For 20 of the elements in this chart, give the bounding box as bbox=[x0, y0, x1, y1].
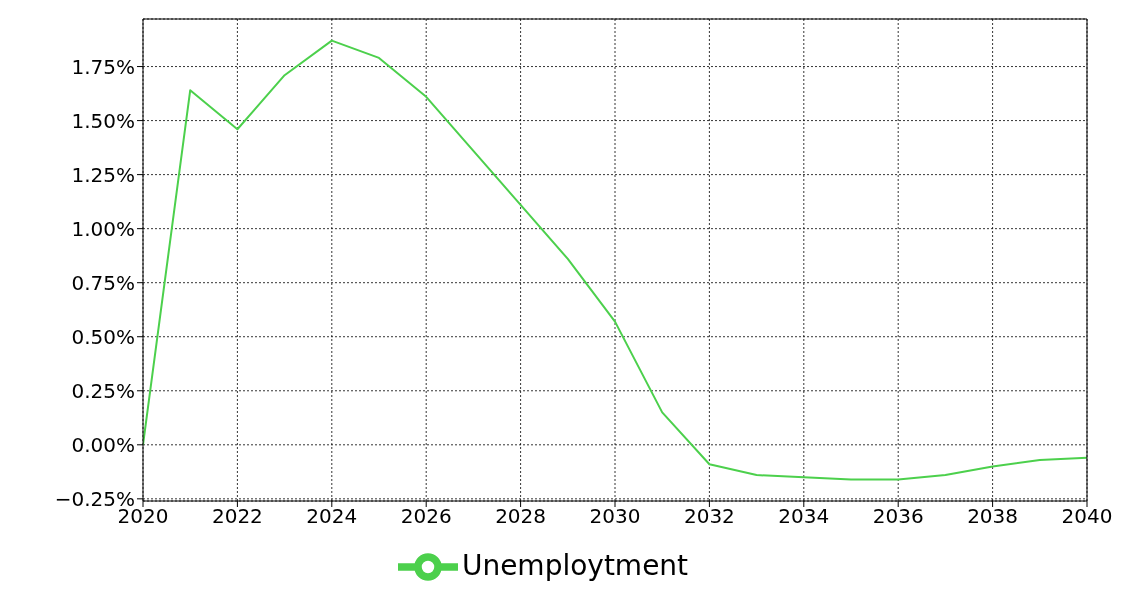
x-tick-label: 2030 bbox=[589, 504, 641, 529]
x-tick-label: 2038 bbox=[967, 504, 1019, 529]
x-tick-label: 2024 bbox=[306, 504, 358, 529]
legend-label: Unemploytment bbox=[461, 549, 689, 582]
y-tick-label: 0.25% bbox=[71, 378, 135, 403]
y-tick-label: 0.00% bbox=[71, 432, 135, 457]
y-tick-label: 1.25% bbox=[71, 162, 135, 187]
x-tick-label: 2032 bbox=[683, 504, 735, 529]
y-tick-label: 0.50% bbox=[71, 324, 135, 349]
x-tick-label: 2022 bbox=[211, 504, 263, 529]
x-tick-label: 2028 bbox=[495, 504, 547, 529]
y-tick-label: 1.00% bbox=[71, 216, 135, 241]
x-tick-label: 2040 bbox=[1061, 504, 1113, 529]
x-tick-label: 2026 bbox=[400, 504, 452, 529]
y-tick-label: 0.75% bbox=[71, 270, 135, 295]
line-series bbox=[143, 39, 1087, 481]
x-tick-label: 2034 bbox=[778, 504, 830, 529]
x-tick-label: 2036 bbox=[872, 504, 924, 529]
y-tick-label: 1.50% bbox=[71, 108, 135, 133]
y-tick-label: 1.75% bbox=[71, 54, 135, 79]
